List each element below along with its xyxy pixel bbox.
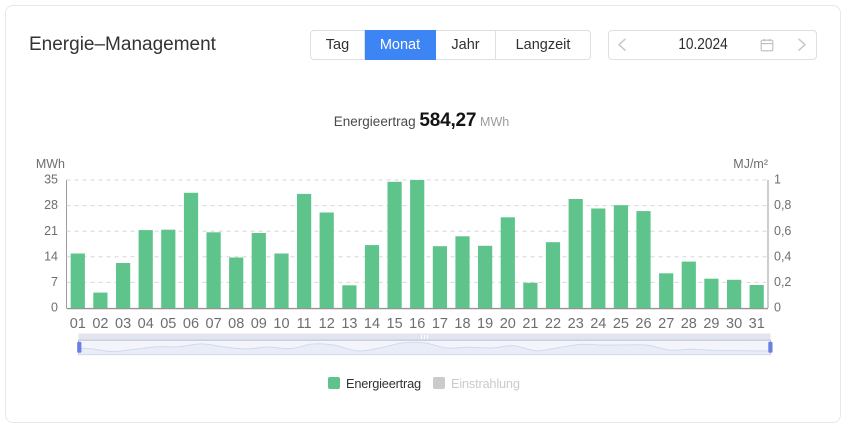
svg-text:0,2: 0,2 [774, 275, 791, 289]
svg-text:09: 09 [251, 316, 267, 332]
svg-text:07: 07 [206, 316, 222, 332]
svg-text:05: 05 [160, 316, 176, 332]
svg-text:MWh: MWh [36, 157, 65, 171]
svg-text:04: 04 [138, 316, 154, 332]
svg-text:0: 0 [774, 301, 781, 315]
svg-text:01: 01 [70, 316, 86, 332]
svg-text:03: 03 [115, 316, 131, 332]
svg-text:21: 21 [522, 316, 538, 332]
svg-text:Energieertrag: Energieertrag [346, 376, 421, 391]
svg-text:02: 02 [92, 316, 108, 332]
svg-text:15: 15 [387, 316, 403, 332]
svg-text:12: 12 [319, 316, 335, 332]
svg-text:31: 31 [749, 316, 765, 332]
svg-text:26: 26 [635, 316, 651, 332]
svg-text:27: 27 [658, 316, 674, 332]
svg-text:30: 30 [726, 316, 742, 332]
svg-text:21: 21 [44, 224, 58, 238]
svg-text:28: 28 [681, 316, 697, 332]
svg-text:19: 19 [477, 316, 493, 332]
svg-text:0: 0 [51, 301, 58, 315]
svg-text:MJ/m²: MJ/m² [733, 157, 768, 171]
svg-text:Einstrahlung: Einstrahlung [451, 376, 520, 391]
svg-text:0,6: 0,6 [774, 224, 791, 238]
svg-text:23: 23 [568, 316, 584, 332]
svg-text:11: 11 [297, 316, 312, 332]
svg-text:35: 35 [44, 173, 58, 187]
svg-text:28: 28 [44, 198, 58, 212]
svg-text:24: 24 [590, 316, 606, 332]
svg-text:13: 13 [341, 316, 357, 332]
svg-text:18: 18 [454, 316, 470, 332]
svg-text:25: 25 [613, 316, 629, 332]
svg-text:10: 10 [273, 316, 289, 332]
svg-text:17: 17 [432, 316, 448, 332]
svg-text:16: 16 [409, 316, 425, 332]
svg-text:0,4: 0,4 [774, 249, 791, 263]
svg-text:14: 14 [44, 249, 58, 263]
svg-text:1: 1 [774, 173, 781, 187]
svg-text:22: 22 [545, 316, 561, 332]
svg-text:14: 14 [364, 316, 380, 332]
svg-text:0,8: 0,8 [774, 198, 791, 212]
svg-text:7: 7 [51, 275, 58, 289]
svg-text:06: 06 [183, 316, 199, 332]
svg-text:20: 20 [500, 316, 516, 332]
svg-text:08: 08 [228, 316, 244, 332]
svg-text:29: 29 [703, 316, 719, 332]
